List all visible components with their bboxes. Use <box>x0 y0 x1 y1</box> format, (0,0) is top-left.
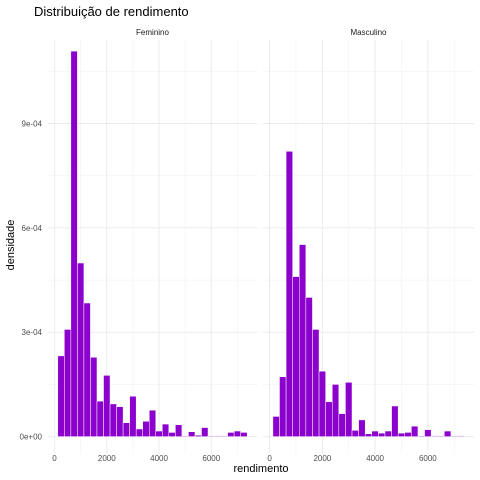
histogram-bar <box>424 429 432 437</box>
histogram-bar <box>233 430 241 437</box>
x-tick-label: 4000 <box>366 454 384 463</box>
x-axis-label: rendimento <box>233 463 288 475</box>
histogram-bar <box>417 435 425 437</box>
histogram-bar <box>142 421 150 437</box>
chart-title: Distribuição de rendimento <box>34 4 189 19</box>
histogram-bar <box>358 419 366 437</box>
facet-panel-feminino: Feminino 0 2000 4000 6000 <box>48 28 257 463</box>
histogram-bar <box>384 430 392 437</box>
histogram-bar <box>103 375 111 437</box>
histogram-bar <box>351 430 359 437</box>
histogram-bar <box>201 427 209 437</box>
histogram-bar <box>64 329 72 437</box>
histogram-bar <box>285 151 293 437</box>
histogram-bar <box>175 424 183 437</box>
facet-panels: Feminino 0 2000 4000 6000 Masculino 0 2000 4000 6… <box>48 28 474 463</box>
histogram-bar <box>364 433 373 437</box>
histogram-bar <box>122 422 130 437</box>
histogram-bar <box>444 430 452 437</box>
histogram-bar <box>345 382 353 437</box>
histogram-bar <box>391 405 399 437</box>
histogram-bar <box>272 416 280 437</box>
histogram-bar <box>312 329 320 437</box>
histogram-bar <box>148 409 157 437</box>
histogram-bar <box>214 435 222 437</box>
histogram-bar <box>135 428 143 437</box>
histogram-bar <box>378 432 386 437</box>
histogram-bar <box>305 297 313 437</box>
histogram-bar <box>116 406 124 437</box>
histogram-bar <box>194 434 202 437</box>
x-tick-label: 6000 <box>202 454 220 463</box>
histogram-bar <box>109 403 117 437</box>
x-tick-label: 6000 <box>419 454 437 463</box>
y-tick-label: 3e-04 <box>22 328 43 337</box>
histogram-bar <box>437 435 445 437</box>
x-tick-label: 4000 <box>150 454 168 463</box>
histogram-bar <box>299 244 307 437</box>
histogram-bar <box>240 432 248 437</box>
histogram-bar <box>96 400 104 437</box>
histogram-bar <box>227 432 235 437</box>
histogram-bar <box>325 401 333 437</box>
histogram-bar <box>57 355 65 437</box>
histogram-bar <box>83 302 91 437</box>
y-tick-labels: 0e+00 3e-04 6e-04 9e-04 <box>20 119 43 441</box>
histogram-bar <box>371 430 379 437</box>
histogram-bar <box>397 432 406 437</box>
histogram-bar <box>404 432 412 437</box>
y-tick-label: 9e-04 <box>22 119 43 128</box>
histogram-bar <box>279 376 287 437</box>
histogram-bar <box>411 425 419 437</box>
histogram-bar <box>162 423 170 437</box>
y-tick-label: 0e+00 <box>20 433 43 442</box>
histogram-bar <box>457 435 465 437</box>
histogram-bar <box>318 370 326 437</box>
histogram-bar <box>430 435 438 437</box>
histogram-bar <box>90 357 98 437</box>
histogram-bar <box>450 435 458 437</box>
histogram-bar <box>220 435 228 437</box>
histogram-bar <box>338 413 346 437</box>
y-axis-label: densidade <box>5 220 17 271</box>
histogram-bar <box>70 50 78 437</box>
histogram-bar <box>168 432 176 437</box>
histogram-bar <box>129 395 137 437</box>
histogram-bar <box>331 384 340 437</box>
histogram-bar <box>155 430 163 437</box>
x-tick-label: 2000 <box>313 454 331 463</box>
x-tick-label: 0 <box>52 454 57 463</box>
histogram-bar <box>77 262 85 437</box>
histogram-bar <box>292 276 300 437</box>
y-tick-label: 6e-04 <box>22 224 43 233</box>
facet-strip-label: Feminino <box>136 28 169 37</box>
facet-strip-label: Masculino <box>350 28 387 37</box>
x-tick-label: 2000 <box>98 454 116 463</box>
histogram-bar <box>207 435 215 437</box>
histogram-bar <box>188 431 196 437</box>
facet-panel-masculino: Masculino 0 2000 4000 6000 <box>263 28 474 463</box>
x-tick-label: 0 <box>267 454 272 463</box>
histogram-bar <box>181 435 189 437</box>
